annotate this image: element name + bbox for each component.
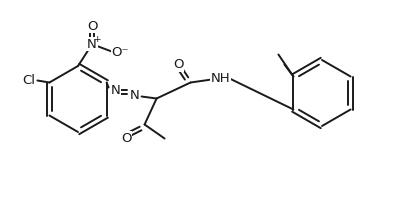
Text: O⁻: O⁻ <box>111 46 129 58</box>
Text: N: N <box>130 89 140 102</box>
Text: Cl: Cl <box>22 74 35 87</box>
Text: N: N <box>87 37 97 50</box>
Text: N: N <box>111 84 120 97</box>
Text: NH: NH <box>211 72 230 85</box>
Text: O: O <box>173 58 184 71</box>
Text: O: O <box>121 132 132 145</box>
Text: O: O <box>87 19 97 32</box>
Text: +: + <box>93 34 101 44</box>
